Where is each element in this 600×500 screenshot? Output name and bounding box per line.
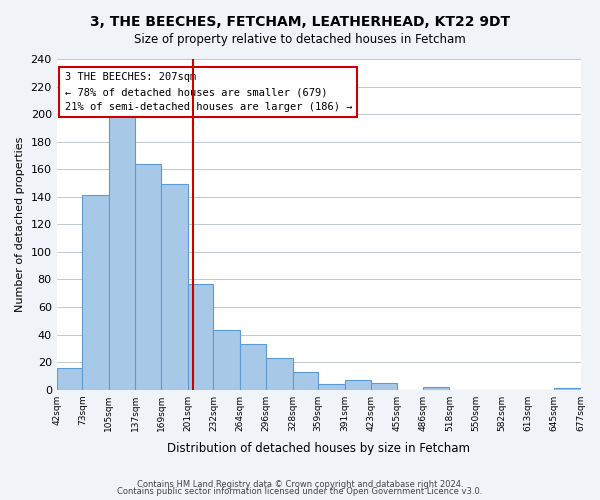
Bar (318, 384, 344, 390)
Bar (56, 368, 82, 390)
Bar (423, 387, 449, 390)
Bar (161, 184, 188, 390)
Text: 3, THE BEECHES, FETCHAM, LEATHERHEAD, KT22 9DT: 3, THE BEECHES, FETCHAM, LEATHERHEAD, KT… (90, 15, 510, 29)
Bar (293, 372, 318, 390)
Y-axis label: Number of detached properties: Number of detached properties (15, 136, 25, 312)
Text: Contains HM Land Registry data © Crown copyright and database right 2024.: Contains HM Land Registry data © Crown c… (137, 480, 463, 489)
Text: 3 THE BEECHES: 207sqm
← 78% of detached houses are smaller (679)
21% of semi-det: 3 THE BEECHES: 207sqm ← 78% of detached … (65, 72, 352, 112)
Bar (82, 196, 109, 390)
Bar (344, 380, 371, 390)
Bar (371, 383, 397, 390)
Bar (240, 344, 266, 390)
Text: Contains public sector information licensed under the Open Government Licence v3: Contains public sector information licen… (118, 488, 482, 496)
Bar (214, 330, 240, 390)
Text: Size of property relative to detached houses in Fetcham: Size of property relative to detached ho… (134, 32, 466, 46)
Bar (554, 388, 581, 390)
Bar (109, 114, 135, 390)
Bar (188, 284, 214, 390)
Bar (135, 164, 161, 390)
X-axis label: Distribution of detached houses by size in Fetcham: Distribution of detached houses by size … (167, 442, 470, 455)
Bar (266, 358, 293, 390)
